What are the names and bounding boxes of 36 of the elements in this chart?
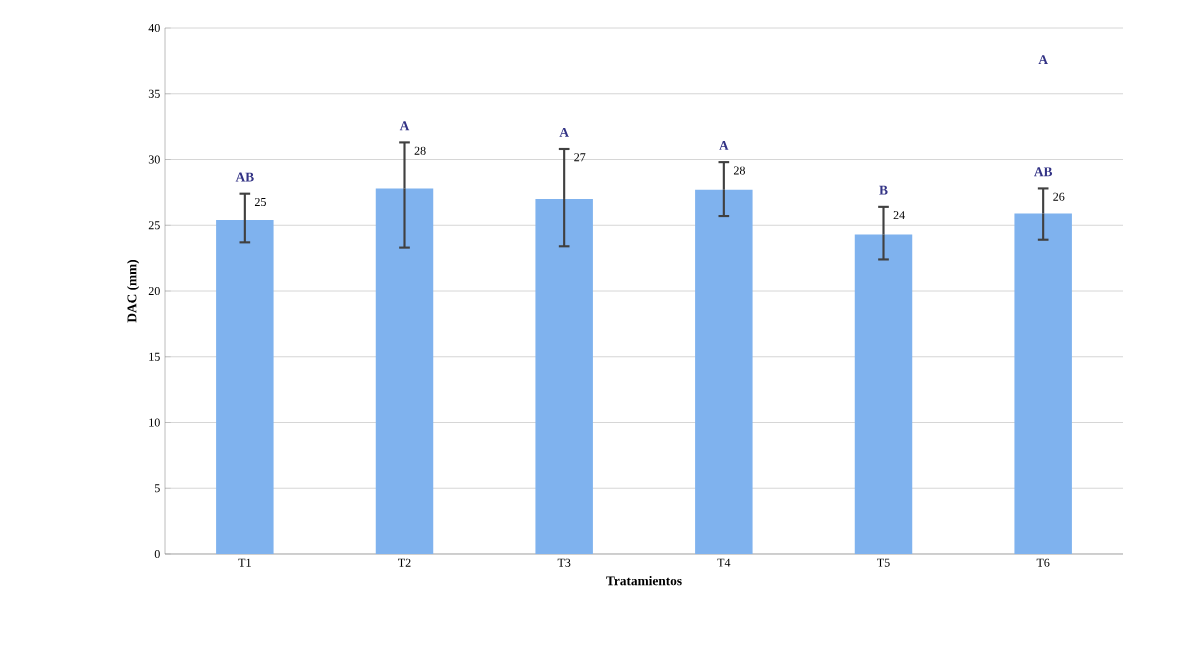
x-tick-label: T5 [877,558,890,567]
data-label: 24 [893,211,905,220]
y-tick-label: 5 [154,484,160,493]
annotation: A [559,127,569,137]
y-tick-label: 40 [148,23,160,33]
data-label: 27 [574,153,586,162]
bar [695,189,753,554]
y-tick-label: 35 [148,89,160,98]
data-label: 28 [733,166,745,175]
bar [535,198,593,554]
data-label: 25 [254,197,266,207]
annotation: A [719,141,729,150]
y-tick-label: 30 [148,155,160,164]
y-tick-label: 20 [148,286,160,296]
y-tick-label: 0 [154,549,160,559]
annotation: A [1038,55,1048,64]
y-tick-label: 10 [149,418,160,427]
bar [1014,213,1072,554]
annotation: AB [1034,167,1053,177]
y-tick-label: 15 [149,352,160,361]
data-label: 28 [414,146,426,155]
x-tick-label: T2 [398,558,411,567]
data-label: 26 [1053,192,1065,201]
annotation: AB [235,172,254,182]
y-tick-label: 25 [148,221,160,230]
annotation: B [879,185,888,195]
x-tick-label: T6 [1036,558,1050,567]
bar [216,219,274,554]
x-tick-label: T1 [238,558,251,567]
annotation: A [399,121,410,131]
y-axis-title: DAC (mm) [127,259,140,323]
x-axis-title: Tratamientos [606,575,682,586]
x-tick-label: T3 [557,558,571,567]
bar [375,188,434,554]
bar [854,234,913,554]
x-tick-label: T4 [717,558,731,567]
